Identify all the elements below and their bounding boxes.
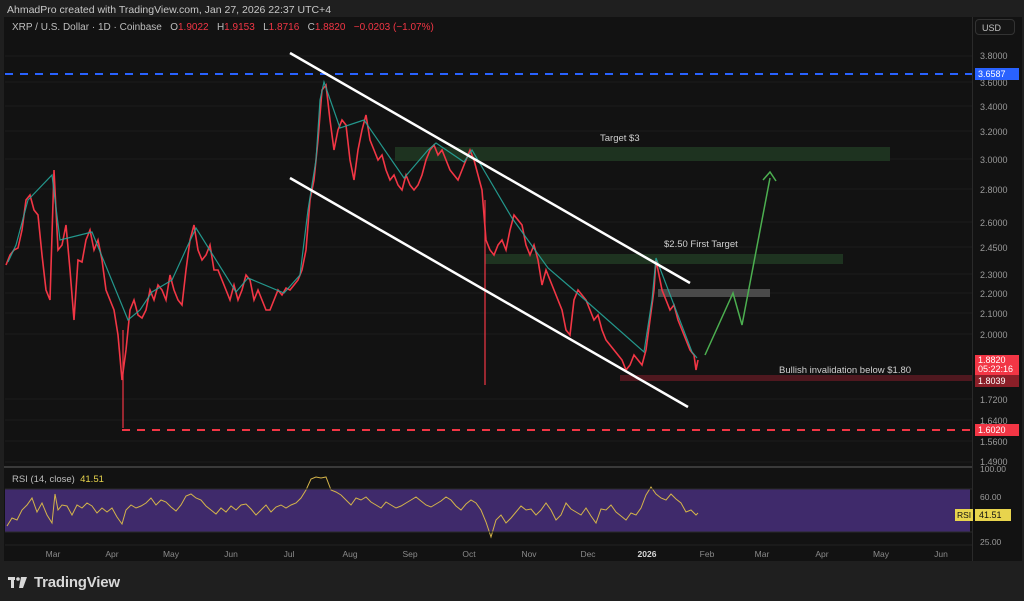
- price-gridlines: [5, 55, 972, 463]
- tradingview-logo-icon: [8, 576, 27, 588]
- price-tick: 3.4000: [980, 102, 1008, 112]
- time-tick-year: 2026: [637, 549, 657, 559]
- rsi-value: 41.51: [80, 474, 104, 485]
- projection-path: [704, 177, 771, 356]
- target-3-zone: [395, 147, 890, 161]
- channel-upper-line: [289, 51, 691, 285]
- change-value: −0.0203 (−1.07%): [353, 22, 434, 33]
- logo-text: TradingView: [34, 574, 120, 591]
- countdown-value: 05:22:16: [978, 364, 1014, 374]
- low-price-label: 1.6020: [975, 424, 1019, 436]
- open-value: 1.9022: [178, 22, 209, 33]
- time-tick: Sep: [402, 549, 418, 559]
- annotation-first-target: $2.50 First Target: [664, 239, 738, 250]
- invalidation-price-label: 1.8039: [975, 375, 1019, 387]
- projection-arrowhead: [762, 170, 777, 182]
- rsi-tick: 100.00: [980, 464, 1006, 474]
- rsi-line: [6, 476, 699, 539]
- time-tick: Feb: [699, 549, 715, 559]
- invalidation-zone: [620, 375, 972, 381]
- price-tick: 2.6000: [980, 218, 1008, 228]
- price-tick: 2.4500: [980, 243, 1008, 253]
- candles: [5, 79, 699, 381]
- currency-button[interactable]: USD: [975, 19, 1015, 35]
- rsi-axis-value: 41.51: [975, 509, 1011, 521]
- time-tick: Jul: [283, 549, 295, 559]
- time-tick: Nov: [521, 549, 537, 559]
- price-tick: 2.1000: [980, 309, 1008, 319]
- rsi-tick: 60.00: [980, 492, 1002, 502]
- price-tick: 3.2000: [980, 127, 1008, 137]
- ohlc-legend: XRP / U.S. Dollar · 1D · Coinbase O1.902…: [12, 22, 434, 33]
- tradingview-logo[interactable]: TradingView: [8, 574, 120, 591]
- rsi-legend: RSI (14, close) 41.51: [12, 474, 104, 485]
- time-tick: Jun: [224, 549, 238, 559]
- last-price-label: 1.8820 05:22:16: [975, 355, 1019, 376]
- price-tick: 3.0000: [980, 155, 1008, 165]
- time-tick: Mar: [754, 549, 770, 559]
- first-target-zone: [485, 254, 843, 264]
- annotation-target-3: Target $3: [600, 133, 640, 144]
- channel-lower-line: [289, 176, 689, 409]
- time-tick: Apr: [105, 549, 119, 559]
- price-tick: 1.4900: [980, 457, 1008, 467]
- time-tick: May: [872, 549, 890, 559]
- price-tick: 2.8000: [980, 185, 1008, 195]
- resistance-zone: [658, 289, 770, 297]
- price-tick: 2.3000: [980, 270, 1008, 280]
- price-tick: 1.5600: [980, 437, 1008, 447]
- rsi-tag: RSI: [955, 509, 974, 521]
- credit-line: AhmadPro created with TradingView.com, J…: [7, 4, 332, 16]
- rsi-tick: 25.00: [980, 537, 1002, 547]
- annotation-invalidation: Bullish invalidation below $1.80: [779, 365, 912, 376]
- rsi-band: [5, 489, 970, 532]
- rsi-title: RSI (14, close): [12, 474, 75, 485]
- time-tick: Jun: [934, 549, 948, 559]
- time-tick: Apr: [815, 549, 829, 559]
- ath-price-label: 3.6587: [975, 68, 1019, 80]
- price-tick: 3.6000: [980, 78, 1008, 88]
- time-tick: Aug: [342, 549, 358, 559]
- close-value: 1.8820: [314, 22, 346, 33]
- time-tick: Oct: [462, 549, 476, 559]
- price-tick: 2.0000: [980, 330, 1008, 340]
- low-value: 1.8716: [268, 22, 300, 33]
- time-tick: May: [162, 549, 180, 559]
- price-tick: 1.6400: [980, 416, 1008, 426]
- symbol-label: XRP / U.S. Dollar · 1D · Coinbase: [12, 22, 162, 33]
- price-axis[interactable]: [972, 17, 1022, 561]
- price-tick: 2.2000: [980, 289, 1008, 299]
- time-tick: Dec: [580, 549, 596, 559]
- time-tick: Mar: [45, 549, 61, 559]
- last-price-value: 1.8820: [978, 355, 1006, 365]
- price-tick: 1.7200: [980, 395, 1008, 405]
- high-value: 1.9153: [224, 22, 255, 33]
- price-tick: 3.8000: [980, 51, 1008, 61]
